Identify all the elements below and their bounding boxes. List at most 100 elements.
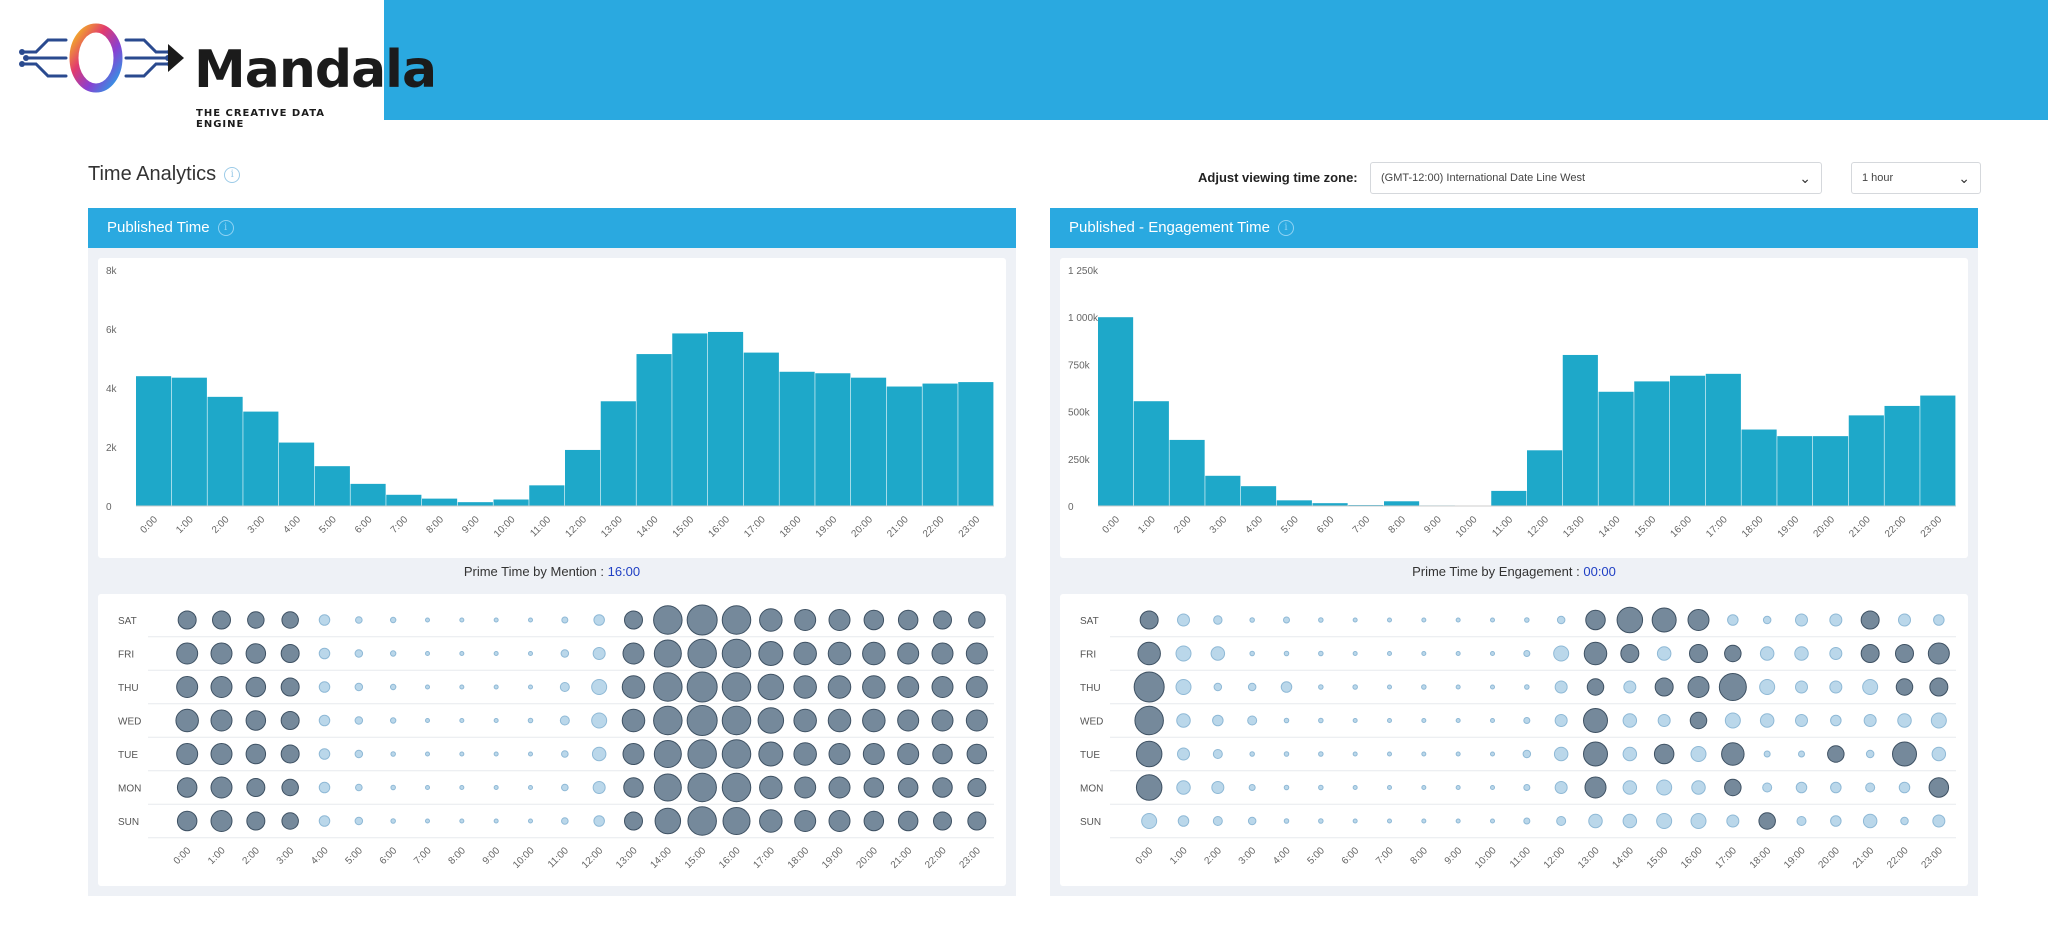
histogram-bar[interactable] — [1705, 373, 1741, 506]
bubble[interactable] — [621, 675, 646, 699]
bubble[interactable] — [1860, 644, 1880, 663]
bubble[interactable] — [1137, 641, 1161, 666]
bubble[interactable] — [354, 716, 364, 725]
histogram-bar[interactable] — [493, 499, 529, 506]
bubble[interactable] — [1795, 613, 1808, 627]
bubble[interactable] — [1588, 813, 1603, 829]
bubble[interactable] — [1177, 613, 1190, 627]
histogram-bar[interactable] — [1133, 401, 1169, 506]
bubble[interactable] — [1352, 651, 1358, 656]
bubble[interactable] — [390, 751, 396, 757]
bubble[interactable] — [931, 709, 954, 732]
bubble[interactable] — [1249, 617, 1255, 623]
logo[interactable]: Mandala THE CREATIVE DATA ENGINE — [18, 18, 437, 130]
bubble[interactable] — [794, 776, 817, 799]
bubble[interactable] — [897, 709, 920, 732]
bubble[interactable] — [828, 810, 851, 832]
bubble[interactable] — [793, 675, 817, 699]
bubble[interactable] — [653, 740, 682, 768]
bubble[interactable] — [389, 616, 397, 624]
bubble[interactable] — [1212, 816, 1223, 826]
bubble[interactable] — [210, 642, 233, 665]
histogram-bar[interactable] — [207, 396, 243, 506]
bubble[interactable] — [1249, 751, 1255, 757]
bubble[interactable] — [862, 675, 886, 699]
bubble[interactable] — [210, 810, 233, 832]
bubble[interactable] — [827, 641, 852, 666]
histogram-bar[interactable] — [529, 485, 565, 506]
bubble[interactable] — [1210, 646, 1226, 661]
bubble[interactable] — [1656, 779, 1673, 796]
bubble[interactable] — [965, 676, 988, 698]
histogram-bar[interactable] — [565, 449, 601, 506]
bubble[interactable] — [354, 682, 364, 692]
bubble[interactable] — [1522, 749, 1532, 759]
histogram-bar[interactable] — [1312, 503, 1348, 506]
bubble[interactable] — [967, 778, 987, 797]
bubble[interactable] — [1763, 750, 1771, 758]
bubble[interactable] — [1318, 650, 1324, 657]
bubble[interactable] — [1387, 617, 1392, 623]
bubble[interactable] — [1726, 814, 1740, 828]
bubble[interactable] — [1490, 651, 1495, 656]
bubble[interactable] — [1455, 684, 1461, 690]
bubble[interactable] — [1895, 644, 1914, 663]
bubble[interactable] — [1830, 714, 1842, 727]
bubble[interactable] — [176, 810, 198, 832]
bubble[interactable] — [561, 783, 569, 792]
bubble[interactable] — [1387, 684, 1392, 690]
histogram-bar[interactable] — [1884, 405, 1920, 506]
bubble[interactable] — [933, 811, 952, 831]
bubble[interactable] — [686, 604, 718, 636]
bubble[interactable] — [1248, 784, 1256, 791]
bubble[interactable] — [1352, 684, 1358, 690]
bubble[interactable] — [1213, 682, 1223, 692]
bubble[interactable] — [1622, 746, 1638, 762]
histogram-bar[interactable] — [636, 354, 672, 506]
bubble[interactable] — [1795, 680, 1808, 694]
bubble[interactable] — [1283, 616, 1290, 624]
bubble[interactable] — [493, 751, 499, 757]
bubble[interactable] — [1865, 749, 1875, 759]
bubble[interactable] — [1721, 742, 1745, 766]
histogram-bar[interactable] — [672, 333, 708, 506]
bubble[interactable] — [1387, 785, 1392, 790]
bubble[interactable] — [1827, 745, 1845, 763]
bubble[interactable] — [493, 651, 499, 656]
bubble[interactable] — [1139, 610, 1159, 630]
bubble[interactable] — [1584, 776, 1607, 799]
bubble[interactable] — [1554, 781, 1568, 794]
bubble[interactable] — [653, 705, 683, 736]
bubble[interactable] — [389, 650, 397, 657]
bubble[interactable] — [931, 642, 954, 665]
bubble[interactable] — [318, 748, 331, 760]
histogram-bar[interactable] — [350, 483, 386, 506]
bubble[interactable] — [932, 777, 953, 798]
bubble[interactable] — [1455, 785, 1461, 790]
bubble[interactable] — [1455, 751, 1461, 757]
bubble[interactable] — [1862, 813, 1878, 829]
bubble[interactable] — [177, 610, 197, 630]
bubble[interactable] — [1690, 746, 1707, 762]
bubble[interactable] — [863, 609, 885, 631]
bubble[interactable] — [828, 776, 851, 799]
bubble[interactable] — [1490, 785, 1495, 790]
bubble[interactable] — [686, 671, 718, 703]
bubble[interactable] — [1616, 606, 1644, 634]
bubble[interactable] — [591, 746, 607, 762]
bubble[interactable] — [1727, 614, 1739, 626]
bubble[interactable] — [1212, 714, 1224, 727]
bubble[interactable] — [793, 708, 817, 733]
bubble[interactable] — [687, 806, 717, 836]
bubble[interactable] — [1283, 717, 1290, 724]
bubble[interactable] — [1860, 610, 1880, 630]
bubble[interactable] — [1318, 818, 1324, 824]
bubble[interactable] — [1687, 676, 1710, 698]
bubble[interactable] — [897, 810, 919, 832]
bubble[interactable] — [1387, 818, 1392, 824]
bubble[interactable] — [897, 777, 919, 798]
bubble[interactable] — [966, 743, 988, 765]
bubble[interactable] — [1175, 645, 1192, 662]
bubble[interactable] — [721, 772, 752, 803]
bubble[interactable] — [1490, 617, 1495, 623]
